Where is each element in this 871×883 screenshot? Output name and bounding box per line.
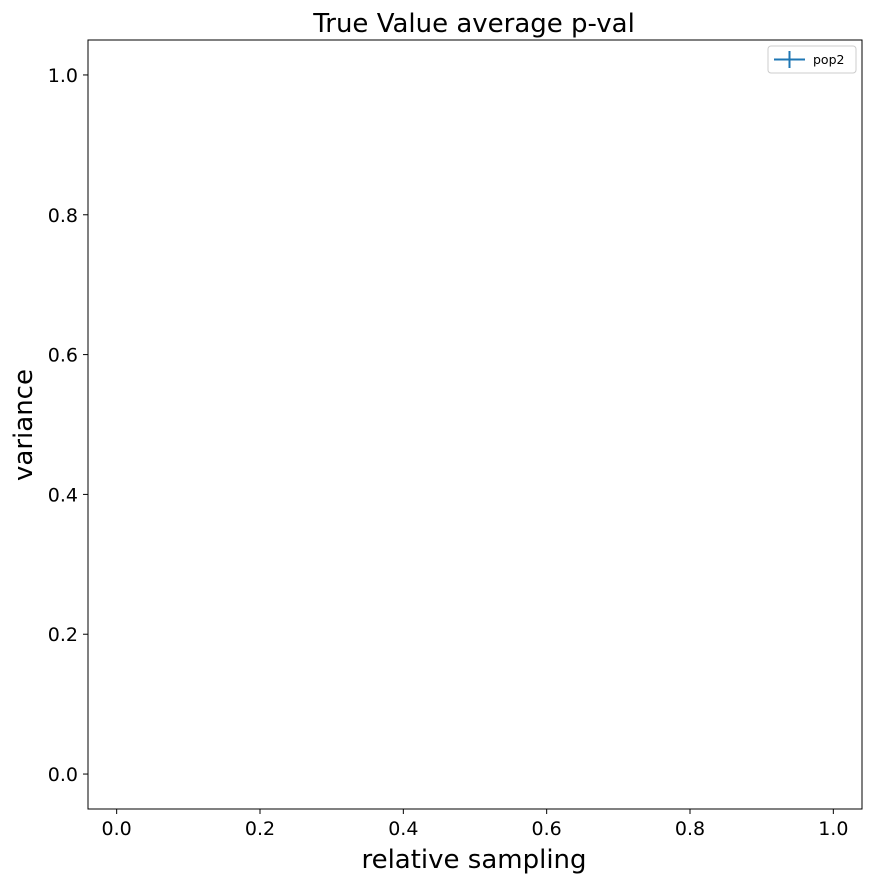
y-tick-label: 0.0 xyxy=(48,764,78,786)
legend: pop2 xyxy=(767,45,857,74)
chart-title: True Value average p-val xyxy=(312,9,635,39)
y-tick-label: 0.2 xyxy=(48,624,78,646)
x-axis-label: relative sampling xyxy=(361,845,586,875)
x-tick-label: 0.0 xyxy=(102,818,132,840)
x-tick-label: 0.6 xyxy=(532,818,562,840)
x-tick-label: 0.8 xyxy=(675,818,705,840)
y-tick-label: 0.4 xyxy=(48,484,78,506)
y-axis-ticks: 0.0 0.2 0.4 0.6 0.8 1.0 xyxy=(48,65,88,786)
y-tick-label: 1.0 xyxy=(48,65,78,87)
plot-frame xyxy=(87,39,863,810)
y-tick-label: 0.6 xyxy=(48,345,78,367)
plot-area xyxy=(88,40,862,809)
x-tick-label: 0.4 xyxy=(388,818,418,840)
y-axis-label: variance xyxy=(9,369,39,481)
legend-series-label: pop2 xyxy=(813,52,844,67)
x-tick-label: 0.2 xyxy=(245,818,275,840)
y-tick-label: 0.8 xyxy=(48,205,78,227)
x-axis-ticks: 0.0 0.2 0.4 0.6 0.8 1.0 xyxy=(102,809,848,840)
x-tick-label: 1.0 xyxy=(818,818,848,840)
